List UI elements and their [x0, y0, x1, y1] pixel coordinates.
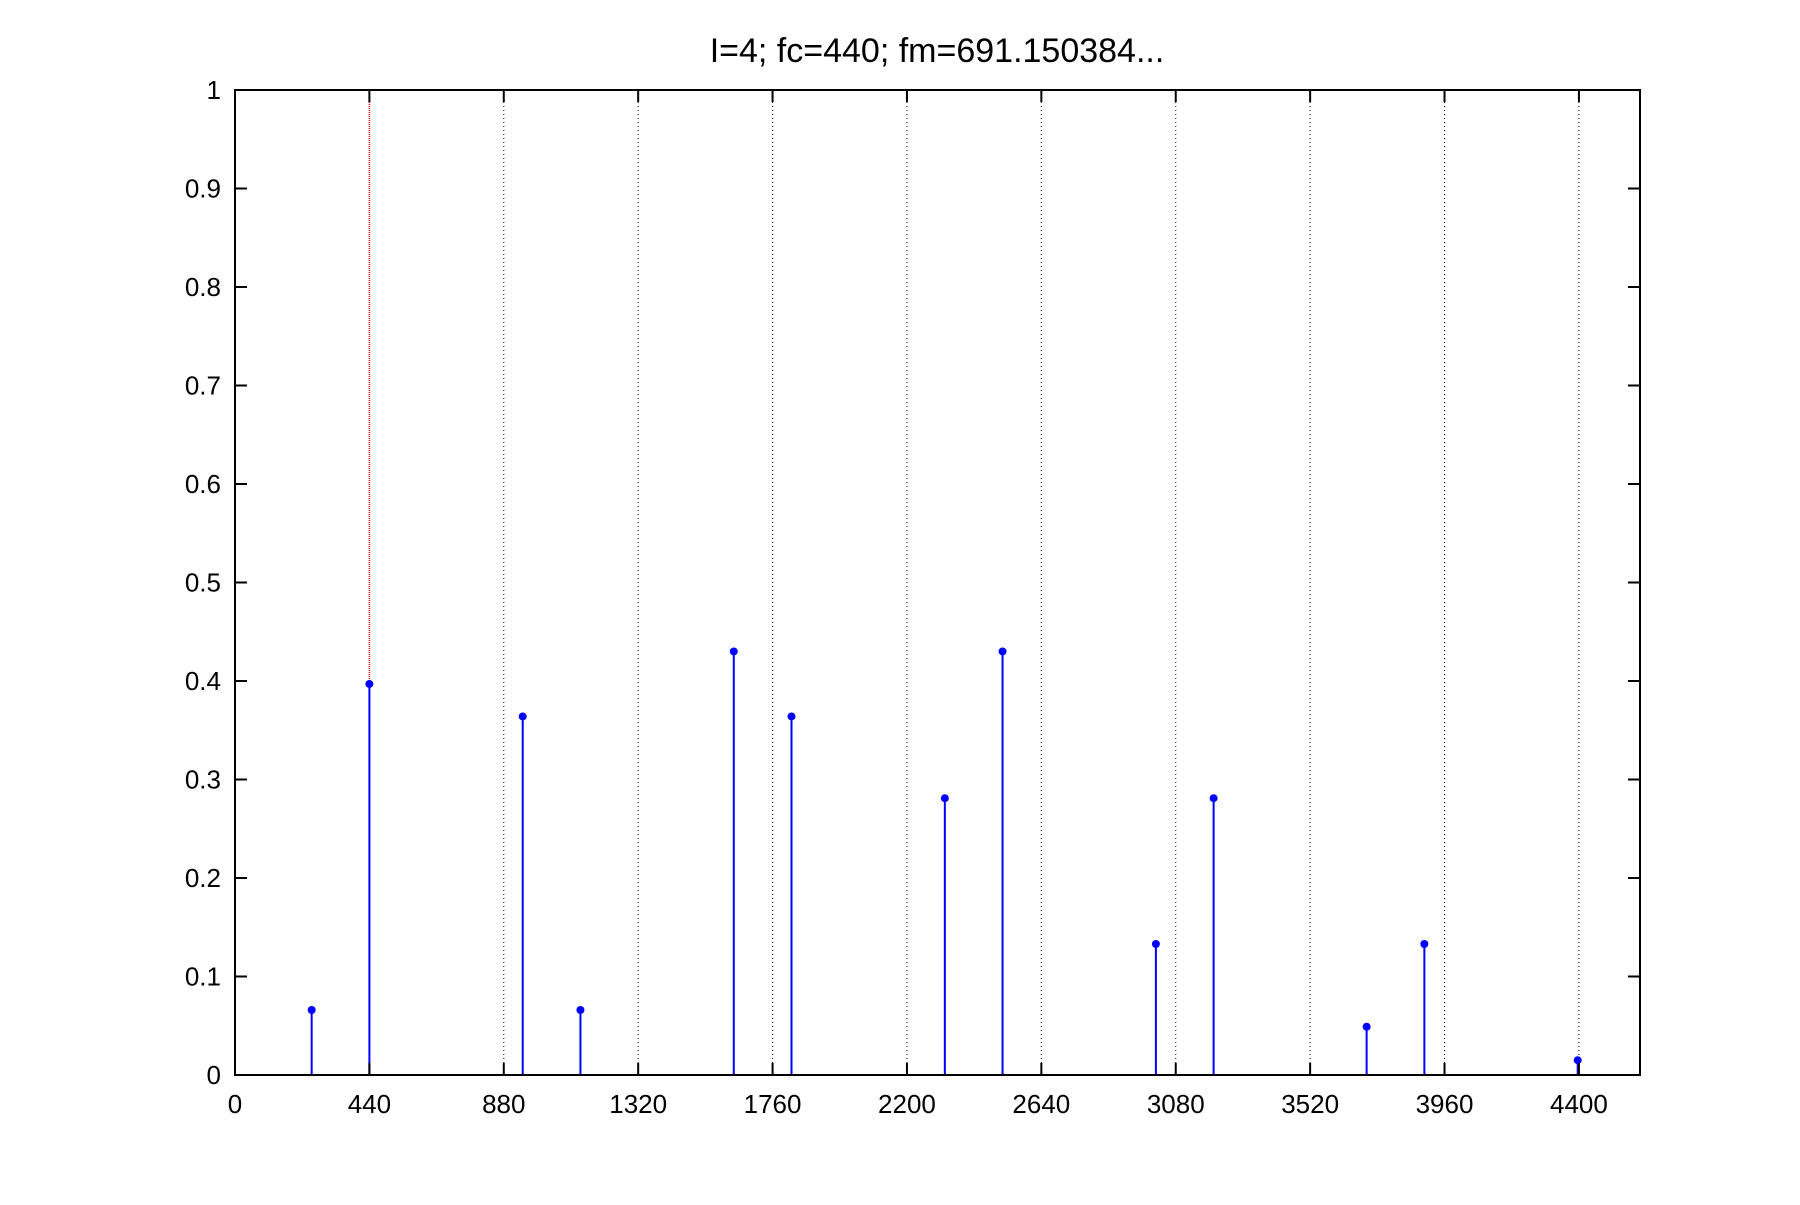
stem-marker — [998, 647, 1007, 656]
x-tick-label: 2640 — [1012, 1089, 1070, 1119]
stem-marker — [307, 1005, 316, 1014]
y-tick-label: 0.4 — [185, 666, 221, 696]
plot-area — [235, 90, 1640, 1075]
x-tick-label: 3960 — [1416, 1089, 1474, 1119]
y-tick-label: 0.9 — [185, 174, 221, 204]
stem-marker — [1573, 1056, 1582, 1065]
y-tick-label: 1 — [207, 75, 221, 105]
y-tick-label: 0.7 — [185, 371, 221, 401]
x-tick-label: 1320 — [609, 1089, 667, 1119]
x-tick-label: 3080 — [1147, 1089, 1205, 1119]
stem-marker — [576, 1005, 585, 1014]
stem-marker — [940, 794, 949, 803]
stem-marker — [518, 712, 527, 721]
y-tick-labels: 0 0.1 0.2 0.3 0.4 0.5 0.6 0.7 0.8 0.9 1 — [185, 75, 221, 1090]
chart-title: I=4; fc=440; fm=691.150384... — [710, 32, 1165, 70]
x-tick-label: 0 — [228, 1089, 242, 1119]
y-tick-label: 0.8 — [185, 272, 221, 302]
stem-marker — [729, 647, 738, 656]
stem-marker — [787, 712, 796, 721]
tick-layer — [234, 89, 1640, 1076]
y-tick-label: 0.5 — [185, 568, 221, 598]
y-tick-label: 0.2 — [185, 863, 221, 893]
x-tick-label: 880 — [482, 1089, 525, 1119]
stem-marker — [365, 679, 374, 688]
x-tick-label: 3520 — [1281, 1089, 1339, 1119]
grid-layer — [368, 90, 1580, 1075]
stem-layer — [307, 647, 1582, 1075]
stem-marker — [1420, 939, 1429, 948]
y-tick-label: 0 — [207, 1060, 221, 1090]
stem-marker — [1362, 1022, 1371, 1031]
y-tick-label: 0.3 — [185, 765, 221, 795]
x-tick-label: 4400 — [1550, 1089, 1608, 1119]
x-tick-label: 1760 — [744, 1089, 802, 1119]
y-tick-label: 0.6 — [185, 469, 221, 499]
x-tick-label: 440 — [348, 1089, 391, 1119]
x-tick-labels: 0 440 880 1320 1760 2200 2640 3080 3520 3960 4400 — [228, 1089, 1608, 1119]
stem-marker — [1151, 939, 1160, 948]
x-tick-label: 2200 — [878, 1089, 936, 1119]
y-tick-label: 0.1 — [185, 962, 221, 992]
stem-marker — [1209, 794, 1218, 803]
